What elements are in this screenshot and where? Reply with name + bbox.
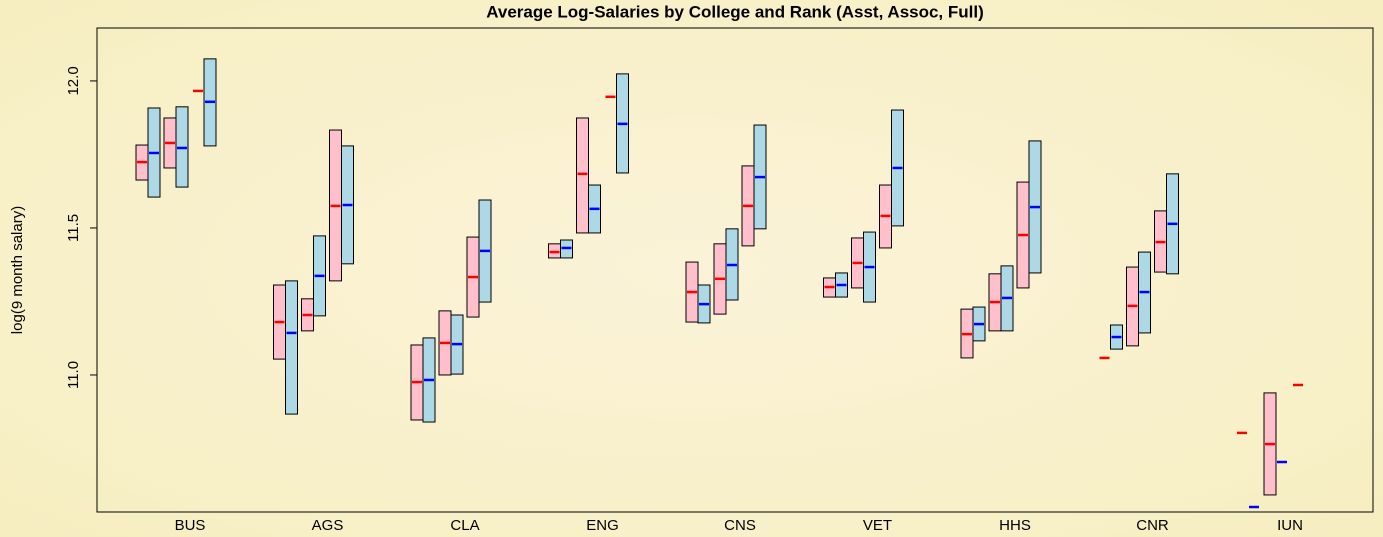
y-tick-label: 11.0 — [65, 361, 82, 389]
x-tick-label: ENG — [586, 517, 619, 534]
x-tick-label: CLA — [450, 517, 479, 534]
chart-title: Average Log-Salaries by College and Rank… — [486, 2, 984, 21]
x-tick-label: HHS — [999, 517, 1031, 534]
y-tick-label: 11.5 — [65, 214, 82, 242]
range-box — [285, 280, 298, 415]
plot-frame — [96, 27, 1374, 513]
x-tick-label: CNR — [1136, 517, 1169, 534]
y-tick-label: 12.0 — [65, 66, 82, 95]
y-axis-label: log(9 month salary) — [9, 206, 26, 334]
x-tick-label: VET — [863, 517, 892, 534]
x-tick-label: BUS — [175, 517, 206, 534]
range-box — [576, 117, 589, 234]
x-tick-label: AGS — [312, 517, 344, 534]
x-tick-label: CNS — [724, 517, 756, 534]
x-tick-label: IUN — [1277, 517, 1303, 534]
